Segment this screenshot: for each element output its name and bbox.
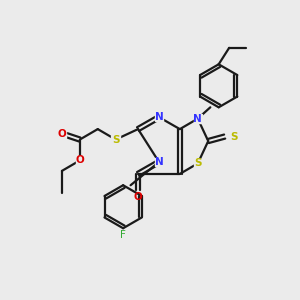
Bar [194, 159, 202, 168]
Text: F: F [120, 230, 126, 240]
Text: S: S [230, 132, 237, 142]
Bar [112, 135, 120, 144]
Bar [76, 156, 84, 165]
Bar [194, 115, 202, 123]
Bar [155, 113, 163, 121]
Text: O: O [76, 155, 84, 166]
Text: N: N [194, 114, 202, 124]
Text: S: S [112, 134, 119, 145]
Text: O: O [134, 192, 142, 202]
Bar [58, 129, 66, 138]
Bar [155, 158, 163, 166]
Text: N: N [154, 112, 163, 122]
Text: O: O [58, 129, 66, 139]
Text: S: S [194, 158, 202, 168]
Text: N: N [154, 157, 163, 167]
